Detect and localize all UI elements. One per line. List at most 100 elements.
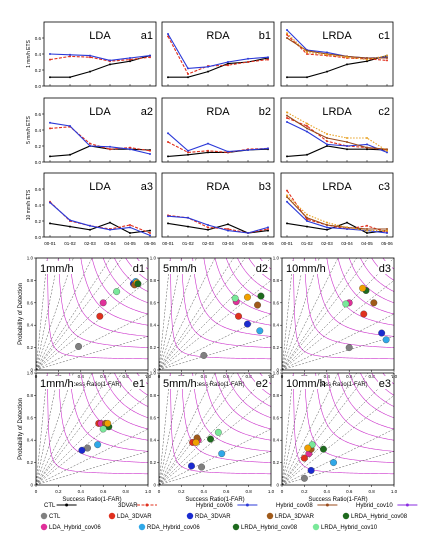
series-point-Hybrid_cov08 — [306, 127, 308, 130]
x-tick-label: 0.4 — [201, 489, 208, 494]
bias-line — [36, 258, 148, 370]
y-tick-label: 0 — [276, 368, 279, 373]
x-tick-label: 04-05 — [361, 241, 373, 246]
series-point-Hybrid_cov10 — [386, 149, 388, 152]
panel-title: LRDA — [322, 30, 352, 42]
y-tick-label: 1.0 — [150, 256, 157, 261]
series-point-Hybrid_cov08 — [386, 228, 388, 230]
panel-tag: b3 — [259, 181, 271, 193]
bias-line — [36, 373, 148, 485]
series-point-CTL — [187, 153, 189, 156]
y-tick-label: 0.6 — [273, 300, 280, 305]
panel-title: 10mm/h — [286, 263, 326, 275]
csi-contour — [360, 258, 394, 292]
y-tick-label: 0.4 — [150, 323, 157, 328]
tag-bg — [132, 261, 146, 274]
marker-LRDA_3DVAR — [370, 299, 378, 307]
bias-line — [36, 258, 123, 370]
series-point-Hybrid_cov06 — [129, 148, 131, 151]
csi-contour — [114, 373, 148, 407]
panel-title: 1mm/h — [40, 263, 74, 275]
series-point-Hybrid_cov10 — [346, 137, 348, 139]
x-axis-label: Success Ratio(1-FAR) — [185, 382, 244, 388]
x-tick-label: 0.8 — [245, 489, 252, 494]
series-point-Hybrid_cov10 — [306, 51, 308, 54]
ets-panel-b3: 00-01 01-02 02-03 03-04 04-05 05-06 RDA b3 — [161, 172, 275, 246]
ets-panel-b2: RDA b2 — [161, 97, 275, 163]
tag-bg — [255, 376, 269, 389]
marker-Hybrid_cov10_alt — [244, 293, 251, 301]
series-line-3DVAR — [49, 55, 151, 62]
series-point-CTL — [69, 76, 71, 79]
series-line-Hybrid_cov10 — [286, 32, 388, 61]
y-tick-label: 0.4 — [273, 438, 280, 443]
series-point-CTL — [187, 76, 189, 79]
bias-line — [36, 373, 123, 485]
csi-contour — [214, 373, 271, 430]
series-point-3DVAR — [306, 125, 308, 127]
series-point-CTL — [346, 221, 348, 224]
series-point-3DVAR — [187, 151, 189, 154]
legend-line-label: CTL — [44, 503, 56, 509]
plot-area — [159, 373, 271, 485]
panel-frame — [280, 97, 394, 163]
marker-Hybrid_cov10_alt — [304, 444, 312, 452]
x-tick-label: 0 — [35, 489, 38, 494]
bias-line — [159, 373, 271, 485]
x-tick-label: 05-06 — [262, 241, 274, 246]
x-tick-label: 0.6 — [223, 374, 230, 379]
y-tick-label: 0.4 — [150, 438, 157, 443]
marker-LRDA_Hybrid_cov10 — [342, 300, 350, 308]
series-point-3DVAR — [89, 56, 91, 59]
series-point-CTL — [227, 223, 229, 226]
series-point-CTL — [326, 145, 328, 147]
y-tick-label: 0.6 — [35, 36, 42, 41]
series-point-Hybrid_cov06 — [49, 121, 51, 124]
x-tick-label: 0.8 — [122, 489, 129, 494]
legend-marker — [40, 523, 48, 531]
x-tick-label: 0.8 — [122, 374, 129, 379]
series-point-3DVAR — [267, 58, 269, 61]
marker-CTL — [200, 351, 208, 359]
series-point-CTL — [49, 76, 51, 79]
series-line-Hybrid_cov06 — [167, 215, 269, 234]
marker-CTL — [345, 344, 353, 352]
series-point-CTL — [346, 148, 348, 151]
series-point-CTL — [207, 70, 209, 73]
y-tick-label: 0 — [276, 483, 279, 488]
panel-frame — [281, 372, 395, 486]
marker-RDA_Hybrid_cov06 — [382, 336, 390, 344]
series-point-Hybrid_cov10 — [366, 58, 368, 61]
legend-marker — [138, 523, 146, 531]
series-point-3DVAR — [49, 127, 51, 130]
bias-line — [282, 336, 394, 370]
series-point-Hybrid_cov08 — [326, 137, 328, 139]
bias-line — [159, 451, 271, 485]
legend: CTL 3DVAR Hybrid_cov06 Hybrid_cov08 Hybrid_c… — [40, 503, 418, 531]
bias-line — [282, 258, 394, 370]
series-point-Hybrid_cov06 — [247, 57, 249, 60]
bias-line — [282, 373, 369, 485]
csi-contour — [102, 373, 148, 419]
legend-marker-label: CTL — [49, 514, 61, 520]
bias-line — [282, 451, 394, 485]
series-point-3DVAR — [129, 58, 131, 61]
series-point-Hybrid_cov06 — [326, 51, 328, 54]
series-point-Hybrid_cov10 — [346, 56, 348, 59]
series-line-Hybrid_cov06 — [286, 201, 388, 234]
bias-line — [159, 280, 271, 370]
series-point-3DVAR — [187, 73, 189, 75]
csi-contour — [315, 373, 394, 452]
series-point-Hybrid_cov06 — [326, 226, 328, 229]
legend-marker-label: LRDA_Hybrid_cov08 — [351, 514, 408, 520]
marker-CTL — [300, 474, 308, 482]
x-tick-label: 0.8 — [368, 489, 375, 494]
series-point-3DVAR — [129, 146, 131, 149]
panel-frame — [280, 172, 394, 238]
csi-contour — [348, 258, 394, 304]
series-point-Hybrid_cov06 — [207, 65, 209, 68]
tag-bg — [378, 261, 392, 274]
y-tick-label: 0 — [153, 483, 156, 488]
series-point-Hybrid_cov08 — [366, 228, 368, 230]
